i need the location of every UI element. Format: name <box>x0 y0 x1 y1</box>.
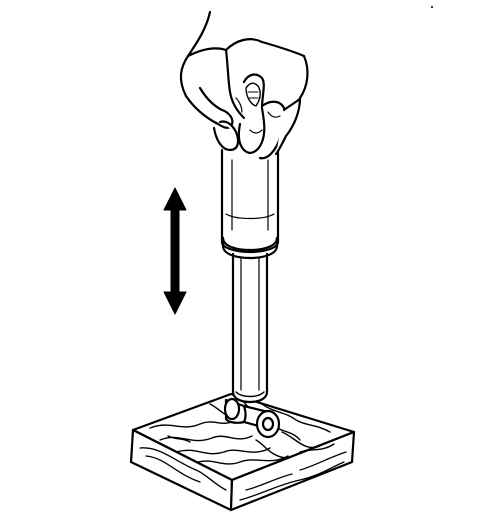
lower-cylinder-tube <box>231 252 269 404</box>
wood-grain-front <box>139 447 347 501</box>
hand-gripping-top <box>179 10 309 160</box>
upper-dust-cover <box>220 148 280 260</box>
vertical-motion-arrow <box>163 187 187 315</box>
speck-mark <box>431 6 433 8</box>
lower-mount-eye <box>223 397 281 439</box>
